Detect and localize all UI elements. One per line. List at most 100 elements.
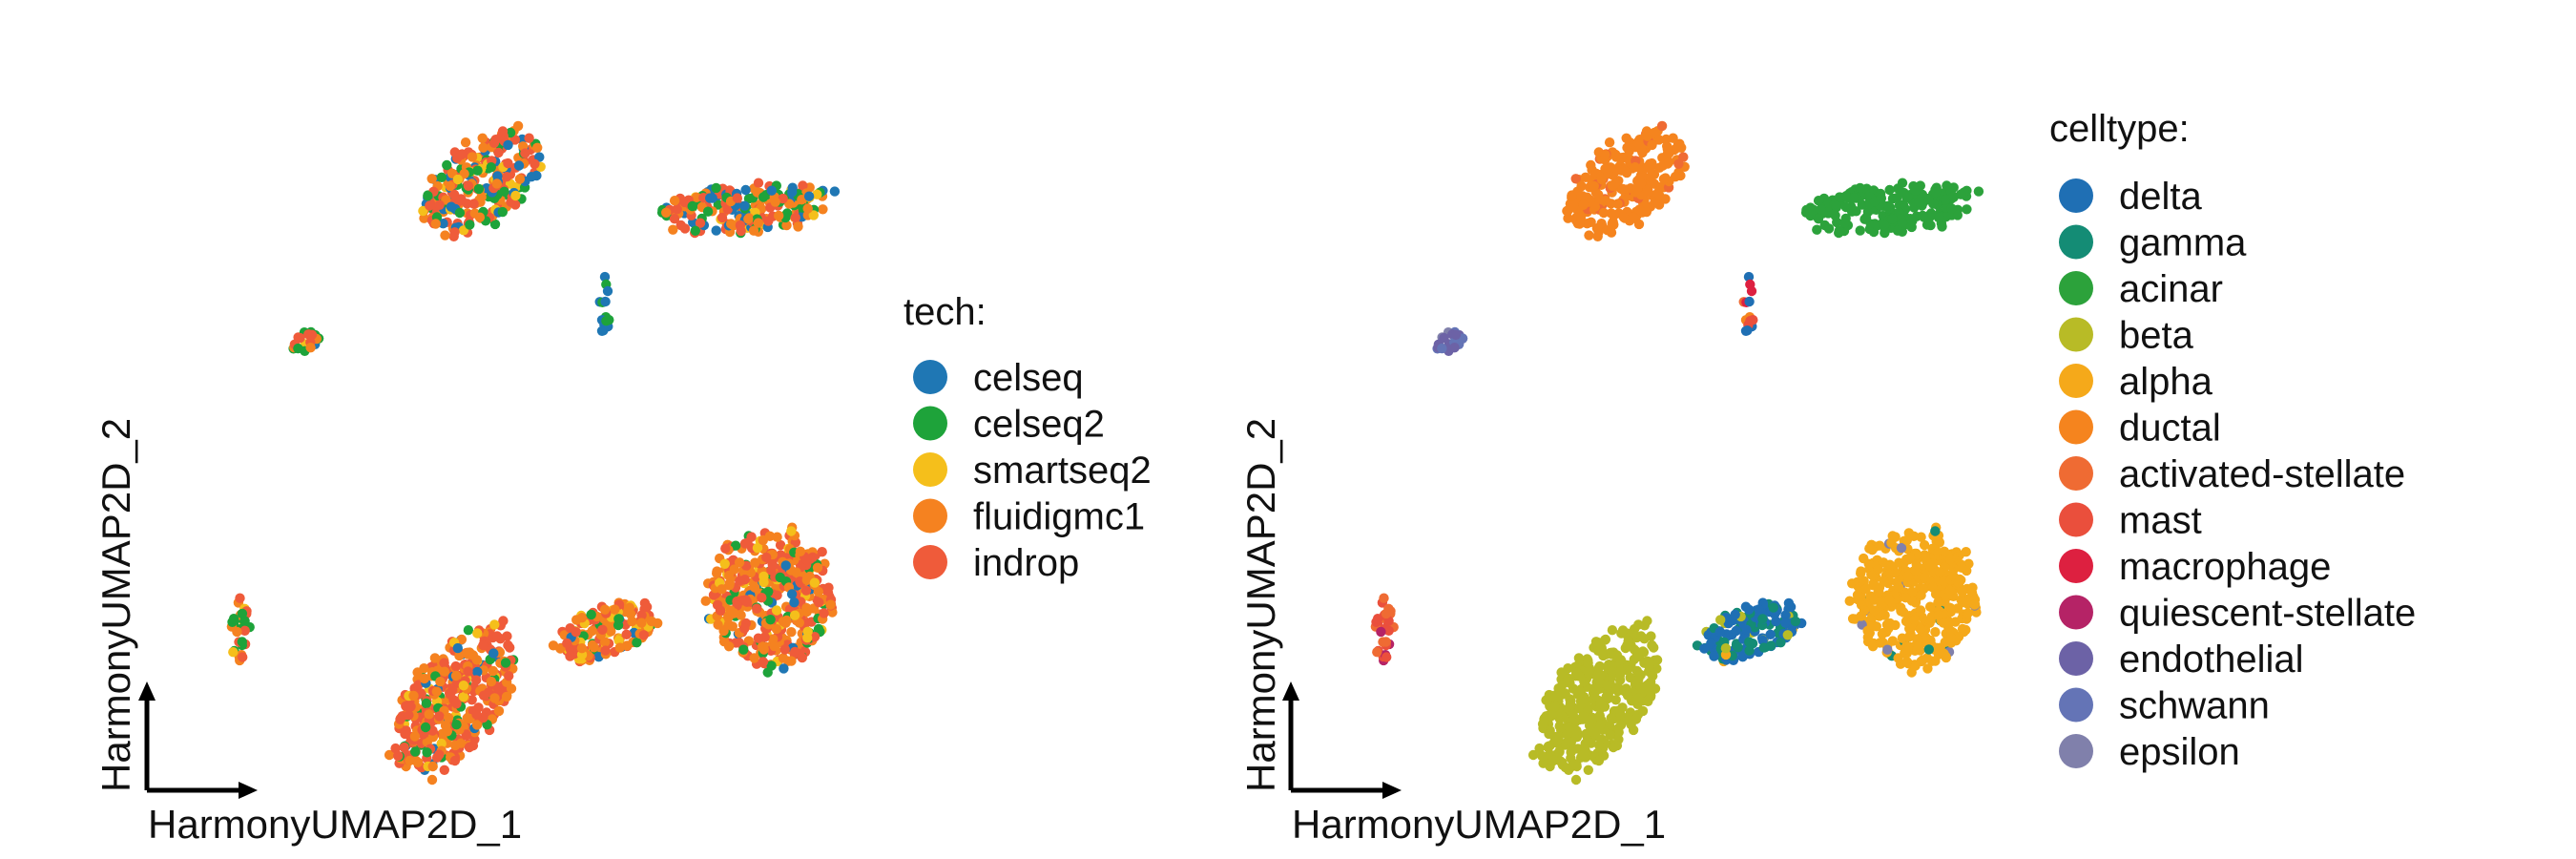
data-point-indrop bbox=[505, 642, 515, 653]
data-point-delta bbox=[1706, 638, 1716, 649]
y-arrow-head bbox=[138, 681, 156, 701]
data-point-beta bbox=[1622, 690, 1633, 701]
data-point-fluidigmc1 bbox=[700, 596, 711, 606]
data-point-beta bbox=[1565, 698, 1576, 709]
data-point-fluidigmc1 bbox=[429, 653, 441, 663]
data-point-celseq2 bbox=[499, 186, 509, 197]
data-point-fluidigmc1 bbox=[459, 168, 469, 179]
data-point-fluidigmc1 bbox=[749, 653, 759, 663]
data-point-activated-stellate bbox=[1673, 158, 1684, 169]
data-point-indrop bbox=[447, 685, 458, 696]
data-point-fluidigmc1 bbox=[471, 720, 483, 730]
data-point-alpha bbox=[1958, 597, 1968, 608]
legend-swatch bbox=[2059, 595, 2093, 630]
data-point-indrop bbox=[491, 631, 503, 641]
data-point-beta bbox=[1594, 740, 1605, 751]
data-point-ductal bbox=[1589, 180, 1600, 192]
data-point-beta bbox=[1554, 746, 1565, 757]
data-point-ductal bbox=[1600, 150, 1610, 160]
data-point-alpha bbox=[1905, 552, 1916, 563]
data-point-alpha bbox=[1961, 547, 1971, 557]
data-point-ductal bbox=[1647, 157, 1657, 169]
data-point-ductal bbox=[1578, 199, 1589, 210]
legend-item-endothelial: endothelial bbox=[2059, 639, 2304, 681]
data-point-beta bbox=[1591, 685, 1602, 696]
data-point-indrop bbox=[800, 585, 812, 596]
data-point-indrop bbox=[735, 220, 746, 231]
data-point-alpha bbox=[1922, 653, 1933, 663]
data-point-indrop bbox=[800, 554, 812, 565]
data-point-delta bbox=[1730, 609, 1740, 620]
data-point-celseq2 bbox=[613, 614, 624, 624]
data-point-indrop bbox=[434, 711, 445, 722]
data-point-indrop bbox=[761, 552, 772, 563]
data-point-celseq2 bbox=[293, 343, 303, 354]
data-point-fluidigmc1 bbox=[589, 642, 599, 653]
data-point-indrop bbox=[739, 623, 750, 634]
data-point-fluidigmc1 bbox=[450, 740, 461, 751]
data-point-alpha bbox=[1933, 597, 1943, 608]
data-point-beta bbox=[1615, 709, 1626, 720]
data-point-fluidigmc1 bbox=[818, 204, 828, 215]
legend-item-smartseq2: smartseq2 bbox=[913, 450, 1152, 492]
data-point-acinar bbox=[1823, 223, 1835, 234]
data-point-acinar bbox=[1952, 210, 1963, 220]
x-arrow-head bbox=[239, 782, 258, 799]
data-point-acinar bbox=[1947, 191, 1959, 201]
data-point-fluidigmc1 bbox=[599, 604, 611, 615]
data-point-epsilon bbox=[1882, 644, 1893, 655]
data-point-delta bbox=[1765, 629, 1776, 639]
data-point-celseq bbox=[488, 648, 499, 659]
data-point-activated-stellate bbox=[1372, 647, 1382, 658]
data-point-fluidigmc1 bbox=[442, 726, 452, 737]
data-point-alpha bbox=[1915, 623, 1926, 635]
data-point-indrop bbox=[390, 743, 401, 754]
data-point-alpha bbox=[1935, 567, 1945, 577]
data-point-celseq bbox=[526, 172, 537, 182]
data-point-fluidigmc1 bbox=[454, 650, 465, 661]
data-point-fluidigmc1 bbox=[445, 180, 455, 192]
data-point-alpha bbox=[1873, 564, 1883, 575]
data-point-macrophage bbox=[1746, 285, 1757, 297]
data-point-beta bbox=[1568, 709, 1578, 720]
legend-item-beta: beta bbox=[2059, 315, 2194, 357]
data-point-fluidigmc1 bbox=[486, 676, 497, 687]
data-point-ductal bbox=[1621, 133, 1631, 143]
data-point-beta bbox=[1583, 666, 1594, 677]
data-point-beta bbox=[1644, 658, 1655, 668]
data-point-fluidigmc1 bbox=[467, 152, 478, 162]
data-point-fluidigmc1 bbox=[724, 580, 735, 591]
data-point-beta bbox=[1611, 650, 1623, 660]
data-point-celseq2 bbox=[237, 608, 248, 619]
data-point-beta bbox=[1578, 749, 1589, 760]
data-point-fluidigmc1 bbox=[430, 219, 441, 229]
axis-arrows bbox=[138, 681, 258, 799]
data-point-celseq bbox=[787, 187, 798, 198]
data-point-indrop bbox=[295, 332, 305, 344]
legend-label: acinar bbox=[2119, 268, 2223, 310]
data-point-beta bbox=[1543, 742, 1553, 753]
data-point-indrop bbox=[679, 223, 691, 234]
data-point-celseq2 bbox=[690, 225, 700, 236]
data-point-beta bbox=[1563, 673, 1574, 684]
data-point-beta bbox=[1579, 677, 1589, 687]
data-point-indrop bbox=[464, 742, 475, 753]
data-point-beta bbox=[1587, 712, 1598, 723]
data-point-fluidigmc1 bbox=[424, 709, 434, 720]
data-point-beta bbox=[1553, 731, 1565, 742]
data-point-alpha bbox=[1894, 557, 1904, 568]
data-point-delta bbox=[1744, 296, 1755, 307]
data-point-alpha bbox=[1967, 582, 1978, 593]
data-point-delta bbox=[1709, 651, 1719, 661]
data-point-indrop bbox=[638, 630, 649, 640]
data-point-indrop bbox=[571, 626, 581, 638]
data-point-ductal bbox=[1641, 206, 1652, 218]
data-point-celseq bbox=[438, 219, 448, 229]
data-point-alpha bbox=[1946, 633, 1957, 643]
data-point-smartseq2 bbox=[771, 605, 782, 616]
legend-label: alpha bbox=[2119, 361, 2213, 403]
data-point-alpha bbox=[1924, 560, 1935, 571]
data-point-alpha bbox=[1956, 562, 1967, 573]
data-point-delta bbox=[1743, 271, 1755, 283]
